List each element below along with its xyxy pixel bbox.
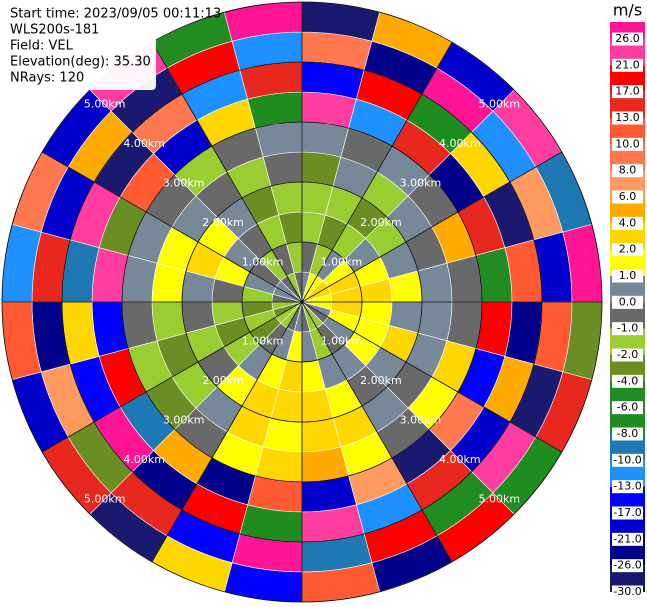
colorbar-label-bg	[612, 480, 643, 494]
info-line: WLS200s-181	[10, 23, 99, 38]
range-label: 1.00km	[321, 334, 363, 347]
colorbar-tick-label: -1.0	[617, 322, 638, 335]
colorbar-label-bg	[612, 58, 643, 72]
range-label: 2.00km	[360, 374, 402, 387]
colorbar-label-bg	[612, 374, 643, 388]
gate	[255, 121, 303, 158]
colorbar-tick-label: -21.0	[613, 532, 641, 545]
colorbar-tick-label: 1.0	[619, 269, 637, 282]
colorbar-tick-label: 4.0	[619, 216, 637, 229]
colorbar-label-bg	[612, 164, 643, 178]
ppi-plot: 1.00km 1.00km 1.00km 1.00km 2.00km 2.00km 2.00…	[1, 1, 603, 603]
info-line: Elevation(deg): 35.30	[10, 55, 151, 70]
range-ring	[61, 61, 543, 543]
colorbar-label-bg	[612, 427, 643, 441]
info-line: NRays: 120	[10, 71, 84, 86]
colorbar-title: m/s	[613, 1, 642, 20]
range-label: 3.00km	[400, 413, 442, 426]
range-label: 1.00km	[242, 256, 284, 269]
range-label: 2.00km	[360, 216, 402, 229]
range-label: 4.00km	[439, 453, 481, 466]
colorbar-label-bg	[612, 348, 643, 362]
colorbar-tick-label: 8.0	[619, 164, 637, 177]
colorbar-label-bg	[612, 269, 643, 283]
gate	[446, 255, 483, 303]
colorbar-tick-label: -4.0	[617, 374, 638, 387]
range-ring	[1, 1, 603, 603]
colorbar-tick-label: 10.0	[615, 137, 640, 150]
range-label: 5.00km	[84, 98, 126, 111]
range-ring	[241, 241, 363, 363]
colorbar-tick-label: 6.0	[619, 190, 637, 203]
range-label: 1.00km	[321, 256, 363, 269]
colorbar-tick-label: 26.0	[615, 32, 640, 45]
colorbar-tick-label: -10.0	[613, 453, 641, 466]
colorbar-tick-label: -8.0	[617, 427, 638, 440]
info-box	[6, 4, 156, 90]
range-label: 3.00km	[163, 413, 205, 426]
colorbar-tick-label: -2.0	[617, 348, 638, 361]
colorbar-tick-label: 13.0	[615, 111, 640, 124]
range-label: 2.00km	[202, 216, 244, 229]
range-label: 4.00km	[123, 453, 165, 466]
colorbar-label-bg	[612, 506, 643, 520]
colorbar-tick-label: -17.0	[613, 506, 641, 519]
range-label: 3.00km	[163, 177, 205, 190]
colorbar-tick-label: -30.0	[613, 585, 641, 598]
colorbar-label-bg	[612, 532, 643, 546]
colorbar-label-bg	[612, 401, 643, 415]
range-label: 5.00km	[84, 492, 126, 505]
colorbar-tick-label: 21.0	[615, 58, 640, 71]
colorbar-label-bg	[612, 32, 643, 46]
colorbar-label-bg	[612, 216, 643, 230]
gate	[121, 301, 158, 349]
colorbar-tick-label: -26.0	[613, 559, 641, 572]
info-line: Start time: 2023/09/05 00:11:13	[10, 7, 221, 22]
range-label: 3.00km	[400, 177, 442, 190]
colorbar-tick-label: 0.0	[619, 295, 637, 308]
colorbar-label-bg	[612, 111, 643, 125]
colorbar-label-bg	[612, 585, 643, 599]
colorbar-tick-label: 2.0	[619, 243, 637, 256]
colorbar-label-bg	[612, 190, 643, 204]
colorbar-tick-label: -13.0	[613, 480, 641, 493]
info-text: Start time: 2023/09/05 00:11:13WLS200s-1…	[10, 7, 221, 86]
range-label: 5.00km	[478, 98, 520, 111]
colorbar: m/s 26.0 21.0 17.0 13.0 10.0 8.0 6.0 4.0 2.0 1.0 0.…	[610, 1, 645, 599]
colorbar-tick-label: -6.0	[617, 401, 638, 414]
gate	[255, 446, 303, 483]
spoke	[151, 41, 453, 563]
info-line: Field: VEL	[10, 39, 74, 54]
colorbar-label-bg	[612, 295, 643, 309]
colorbar-label-bg	[612, 243, 643, 257]
colorbar-label-bg	[612, 322, 643, 336]
range-label: 4.00km	[439, 137, 481, 150]
range-label: 4.00km	[123, 137, 165, 150]
gate	[121, 255, 158, 303]
range-label: 2.00km	[202, 374, 244, 387]
range-label: 5.00km	[478, 492, 520, 505]
gate	[446, 301, 483, 349]
colorbar-label-bg	[612, 137, 643, 151]
range-label: 1.00km	[242, 334, 284, 347]
colorbar-tick-label: 17.0	[615, 85, 640, 98]
range-ring	[181, 181, 423, 423]
gate	[301, 121, 349, 158]
gate	[301, 446, 349, 483]
colorbar-label-bg	[612, 453, 643, 467]
colorbar-label-bg	[612, 559, 643, 573]
range-ring	[121, 121, 483, 483]
colorbar-label-bg	[612, 85, 643, 99]
